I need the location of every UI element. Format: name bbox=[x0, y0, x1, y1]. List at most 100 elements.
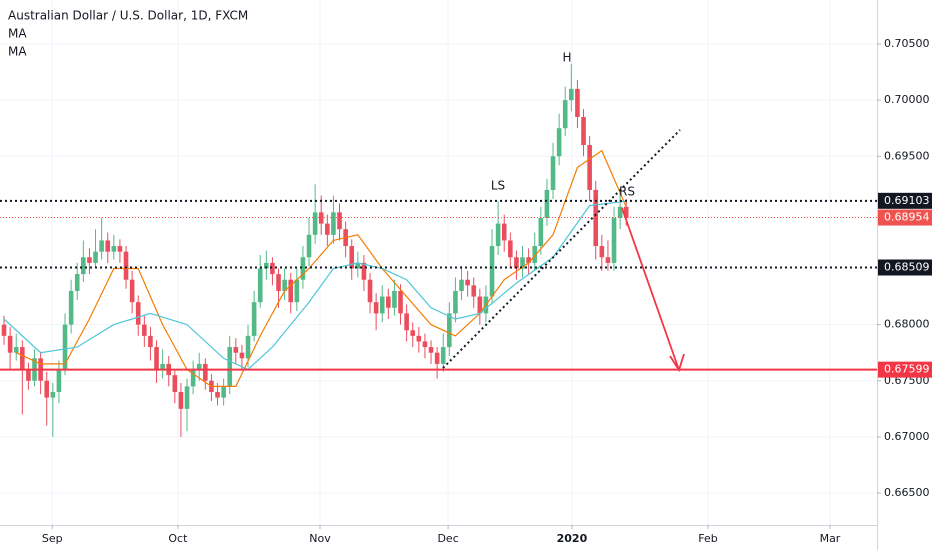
candle-body bbox=[495, 223, 501, 247]
candle-body bbox=[215, 391, 220, 398]
candle-body bbox=[154, 347, 159, 370]
candle-body bbox=[221, 386, 226, 398]
candle-body bbox=[416, 335, 422, 342]
candle-body bbox=[367, 279, 373, 303]
moving-average-line bbox=[15, 149, 627, 387]
candle-body bbox=[288, 279, 294, 303]
price-label-box bbox=[878, 192, 932, 209]
y-tick-label: 0.69500 bbox=[884, 149, 930, 162]
candle-body bbox=[56, 369, 62, 392]
candle-body bbox=[123, 251, 129, 280]
candle-body bbox=[239, 352, 245, 359]
price-label-box bbox=[878, 259, 932, 276]
candle-body bbox=[20, 347, 25, 370]
candle-body bbox=[434, 352, 440, 364]
candle-body bbox=[13, 347, 19, 353]
candle-body bbox=[135, 302, 141, 325]
candle-body bbox=[532, 246, 538, 263]
candle-body bbox=[294, 279, 300, 303]
candle-body bbox=[282, 279, 287, 291]
pattern-label: RS bbox=[619, 185, 635, 199]
candle-body bbox=[440, 347, 446, 364]
trend-line bbox=[442, 129, 681, 369]
price-label: 0.68954 bbox=[884, 211, 930, 224]
y-tick-label: 0.66500 bbox=[884, 486, 930, 499]
candle-body bbox=[544, 189, 550, 218]
candle-body bbox=[471, 285, 477, 297]
candle-body bbox=[508, 240, 513, 258]
candle-body bbox=[99, 240, 104, 252]
candle-body bbox=[355, 262, 361, 269]
candle-body bbox=[312, 212, 318, 235]
candle-body bbox=[404, 313, 409, 331]
candle-body bbox=[306, 234, 312, 258]
candle-body bbox=[611, 217, 617, 263]
candle-body bbox=[251, 302, 257, 336]
candle-body bbox=[184, 386, 190, 409]
candle-body bbox=[623, 206, 629, 218]
candle-body bbox=[26, 369, 31, 381]
candle-body bbox=[398, 290, 403, 314]
candle-body bbox=[245, 335, 251, 359]
candle-body bbox=[556, 128, 562, 157]
pattern-label: LS bbox=[491, 179, 505, 193]
candle-body bbox=[501, 223, 507, 241]
candle-body bbox=[562, 100, 568, 129]
candle-body bbox=[142, 324, 147, 336]
x-tick-label: 2020 bbox=[557, 532, 588, 545]
candle-body bbox=[489, 246, 495, 297]
candle-body bbox=[422, 341, 428, 348]
price-label: 0.69103 bbox=[884, 194, 930, 207]
candle-body bbox=[477, 296, 483, 314]
price-label: 0.68509 bbox=[884, 260, 930, 273]
candle-body bbox=[538, 217, 544, 247]
candle-body bbox=[459, 279, 464, 291]
candle-body bbox=[361, 262, 367, 280]
candle-body bbox=[172, 375, 178, 392]
candle-body bbox=[331, 212, 336, 235]
candle-body bbox=[386, 296, 391, 308]
candle-body bbox=[373, 302, 379, 314]
candle-body bbox=[87, 257, 92, 263]
candle-body bbox=[227, 347, 233, 387]
candle-body bbox=[569, 88, 574, 101]
candle-body bbox=[117, 246, 123, 252]
y-tick-label: 0.70500 bbox=[884, 37, 930, 50]
candle-body bbox=[264, 262, 269, 269]
candle-body bbox=[410, 330, 416, 336]
x-tick-label: Sep bbox=[42, 532, 63, 545]
candle-body bbox=[428, 347, 434, 353]
x-tick-label: Mar bbox=[820, 532, 841, 545]
candle-body bbox=[593, 189, 599, 247]
y-tick-label: 0.70000 bbox=[884, 93, 930, 106]
ma-legend: MA bbox=[8, 27, 27, 41]
candle-body bbox=[599, 246, 605, 258]
candle-body bbox=[270, 262, 275, 275]
candle-body bbox=[587, 145, 592, 190]
price-label-box bbox=[878, 209, 932, 226]
plot-area bbox=[0, 0, 877, 525]
candle-body bbox=[337, 212, 342, 230]
price-label-box bbox=[878, 361, 932, 378]
y-tick-label: 0.68000 bbox=[884, 318, 930, 331]
candle-body bbox=[514, 257, 519, 269]
candle-body bbox=[50, 391, 56, 398]
price-label: 0.67599 bbox=[884, 363, 930, 376]
candle-body bbox=[392, 290, 397, 308]
x-tick-label: Oct bbox=[168, 532, 188, 545]
x-tick-label: Feb bbox=[698, 532, 717, 545]
candle-body bbox=[129, 279, 135, 303]
candle-body bbox=[44, 380, 50, 398]
candle-body bbox=[379, 296, 385, 314]
x-tick-label: Nov bbox=[309, 532, 331, 545]
candle-body bbox=[178, 391, 184, 409]
candle-body bbox=[93, 251, 98, 263]
x-tick-label: Dec bbox=[437, 532, 458, 545]
candle-body bbox=[447, 313, 452, 348]
candle-body bbox=[68, 290, 74, 325]
candle-body bbox=[617, 206, 623, 218]
ma-legend: MA bbox=[8, 45, 27, 59]
candle-body bbox=[233, 347, 239, 353]
candle-body bbox=[349, 246, 355, 269]
candle-body bbox=[196, 363, 202, 370]
